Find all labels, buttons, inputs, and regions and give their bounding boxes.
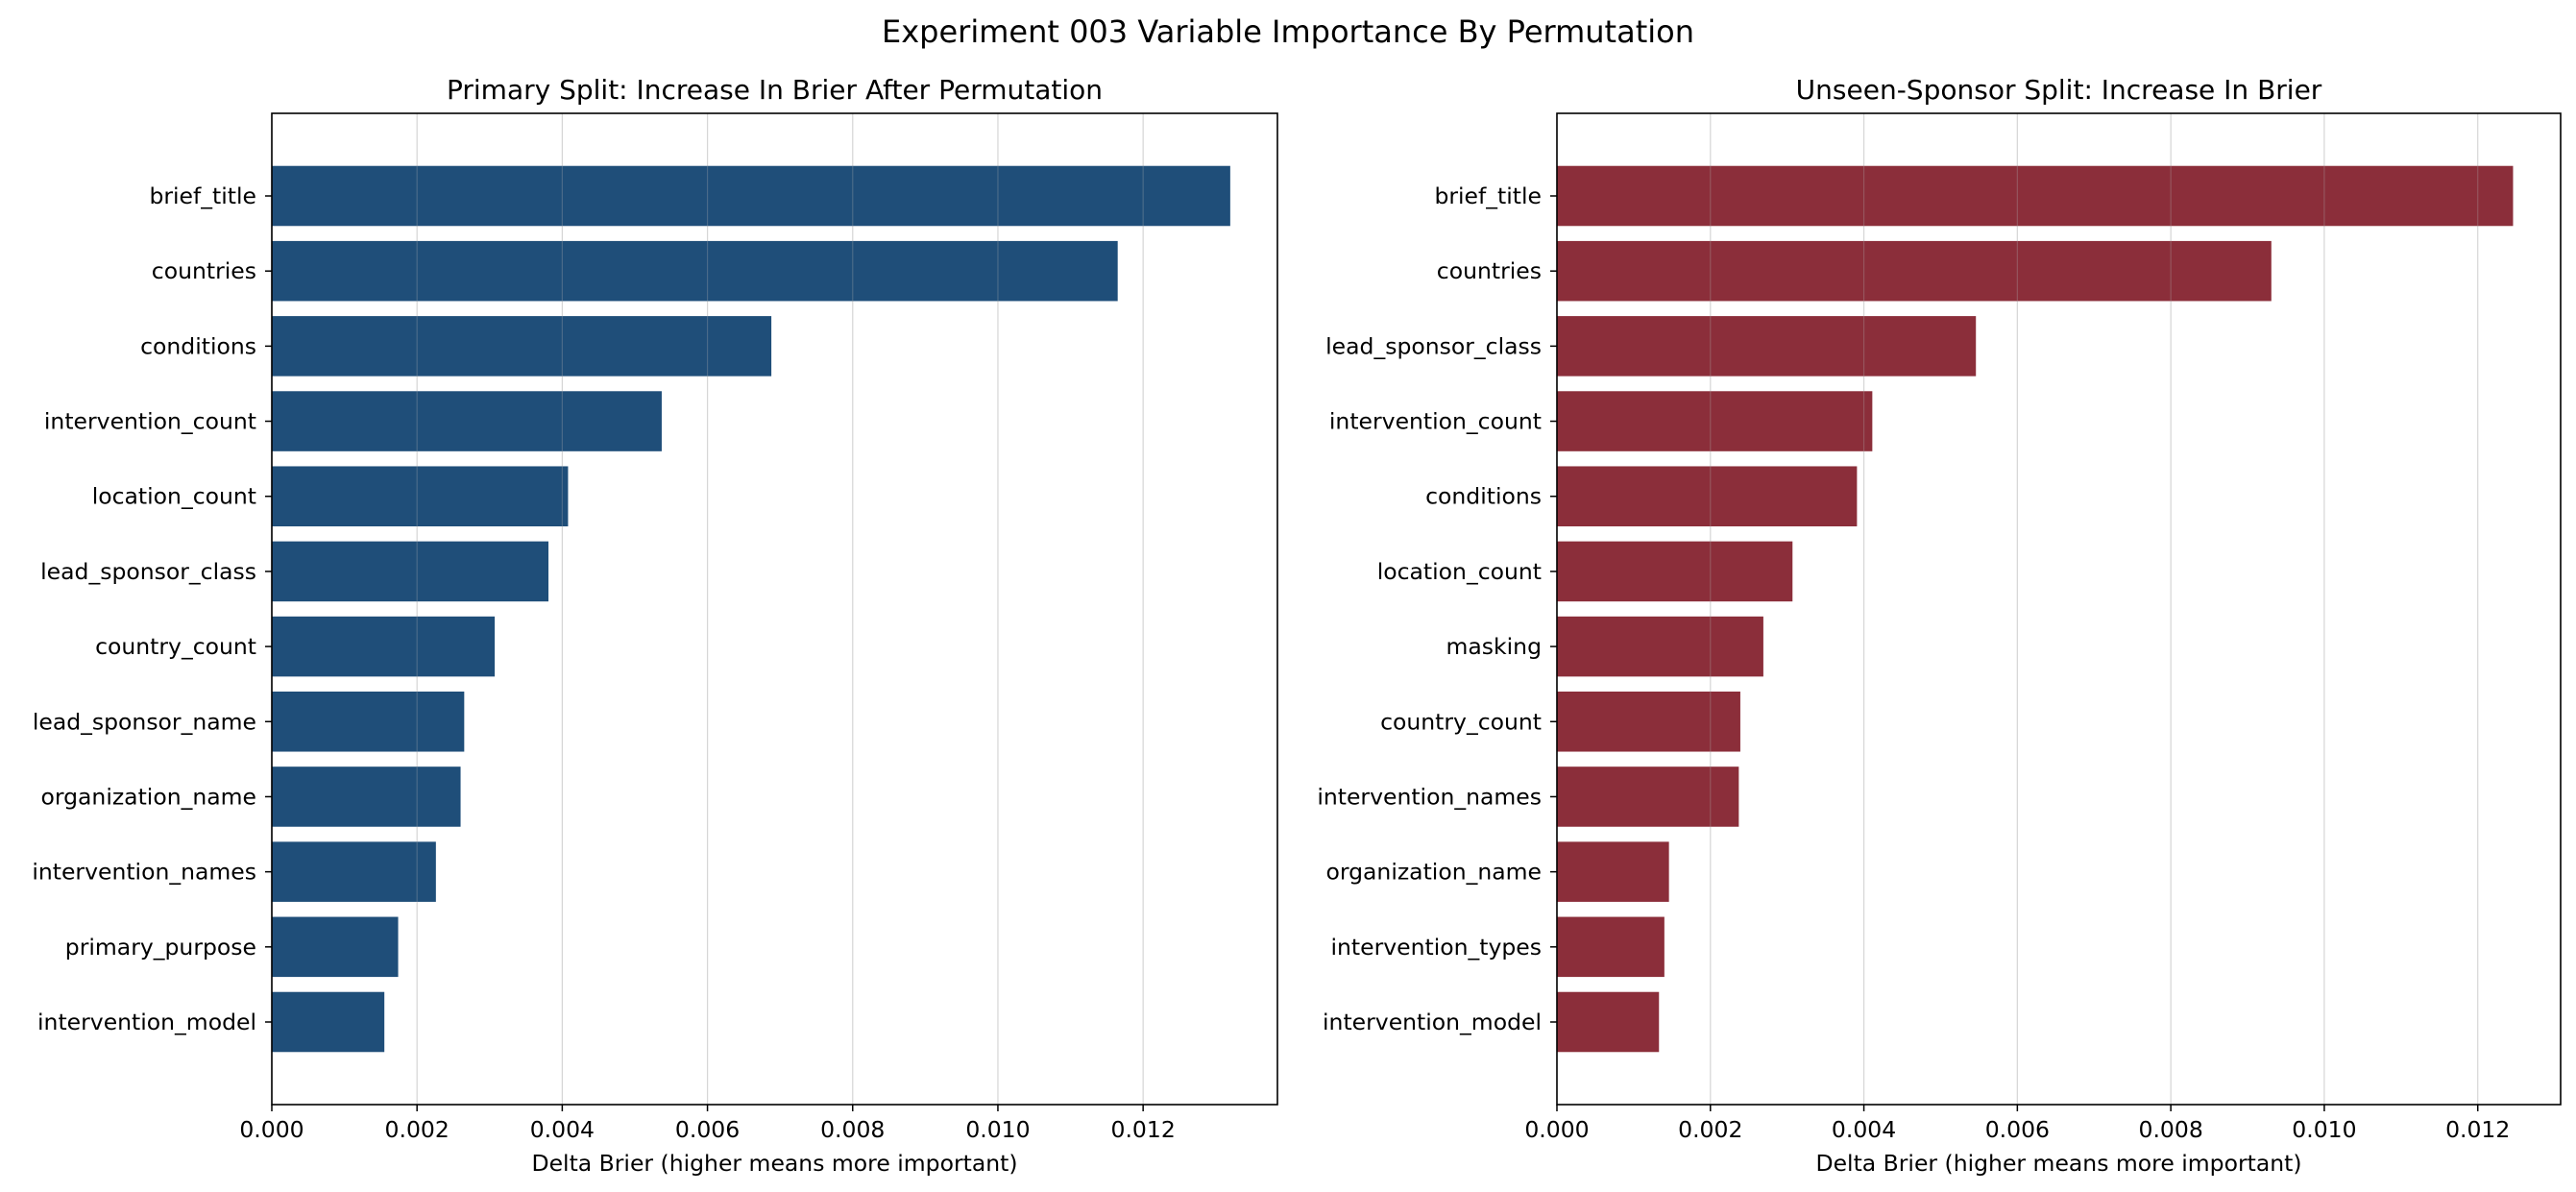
y-tick-label: lead_sponsor_class (1325, 332, 1542, 359)
y-tick-label: intervention_count (1329, 408, 1542, 435)
bar-country-count (1557, 692, 1740, 752)
bar-intervention-names (272, 841, 436, 902)
bar-countries (1557, 240, 2272, 302)
bar-intervention-count (1557, 391, 1873, 451)
x-tick-label: 0.006 (1985, 1116, 2050, 1143)
x-tick-label: 0.006 (675, 1116, 740, 1143)
bar-organization-name (272, 766, 461, 827)
y-tick-label: masking (1446, 633, 1543, 660)
y-tick-label: brief_title (1434, 182, 1542, 209)
bar-conditions (1557, 466, 1858, 526)
bar-country-count (272, 616, 496, 677)
x-tick-label: 0.002 (385, 1116, 450, 1143)
x-tick-label: 0.012 (2445, 1116, 2510, 1143)
y-tick-label: organization_name (1325, 859, 1542, 886)
y-tick-label: brief_title (149, 182, 256, 209)
axes-frame (271, 112, 1278, 1106)
bar-lead-sponsor-class (1557, 316, 1977, 377)
x-tick-label: 0.008 (2139, 1116, 2203, 1143)
y-tick-label: primary_purpose (65, 934, 256, 961)
y-tick-label: intervention_model (37, 1009, 256, 1035)
bar-conditions (272, 316, 772, 377)
bar-brief-title (1557, 165, 2514, 227)
x-tick-label: 0.000 (239, 1116, 304, 1143)
panel-title: Unseen-Sponsor Split: Increase In Brier (1796, 74, 2322, 106)
figure-title: Experiment 003 Variable Importance By Pe… (882, 13, 1694, 50)
y-tick-label: intervention_names (32, 859, 256, 886)
x-tick-label: 0.012 (1111, 1116, 1176, 1143)
x-tick-label: 0.004 (1832, 1116, 1896, 1143)
y-tick-label: lead_sponsor_class (40, 558, 256, 585)
axes-frame (1556, 112, 2562, 1106)
y-tick-label: intervention_types (1330, 934, 1542, 961)
y-tick-label: intervention_names (1317, 783, 1542, 810)
y-tick-label: countries (1437, 257, 1542, 284)
bar-masking (1557, 616, 1763, 677)
x-axis-label: Delta Brier (higher means more important… (531, 1150, 1017, 1177)
bar-brief-title (272, 165, 1230, 227)
bar-intervention-count (272, 391, 662, 451)
y-tick-label: location_count (92, 483, 256, 510)
x-tick-label: 0.008 (820, 1116, 885, 1143)
y-tick-label: countries (152, 257, 256, 284)
y-tick-label: conditions (140, 332, 256, 359)
x-tick-label: 0.004 (530, 1116, 595, 1143)
y-tick-label: lead_sponsor_name (33, 708, 256, 735)
chart-panel-unseen-sponsor-split: Unseen-Sponsor Split: Increase In Brier b… (1317, 74, 2562, 1177)
y-tick-label: country_count (1380, 708, 1542, 735)
x-tick-label: 0.000 (1524, 1116, 1589, 1143)
y-tick-label: intervention_count (44, 408, 256, 435)
y-tick-label: country_count (95, 633, 256, 660)
y-tick-label: intervention_model (1323, 1009, 1542, 1035)
bar-intervention-types (1557, 916, 1665, 978)
bar-intervention-model (1557, 991, 1660, 1053)
bar-location-count (272, 466, 569, 526)
x-axis-label: Delta Brier (higher means more important… (1815, 1150, 2301, 1177)
bar-location-count (1557, 541, 1793, 602)
y-tick-label: location_count (1377, 558, 1542, 585)
x-tick-label: 0.010 (965, 1116, 1030, 1143)
bar-intervention-names (1557, 766, 1739, 827)
bar-intervention-model (272, 991, 385, 1053)
bar-lead-sponsor-class (272, 541, 549, 602)
chart-panel-primary-split: Primary Split: Increase In Brier After P… (32, 74, 1278, 1177)
y-tick-label: conditions (1425, 483, 1542, 510)
bar-organization-name (1557, 841, 1669, 902)
x-tick-label: 0.002 (1678, 1116, 1742, 1143)
panel-title: Primary Split: Increase In Brier After P… (447, 74, 1103, 106)
x-tick-label: 0.010 (2292, 1116, 2356, 1143)
y-tick-label: organization_name (40, 783, 256, 810)
bar-primary-purpose (272, 916, 399, 978)
bar-lead-sponsor-name (272, 692, 465, 752)
bar-countries (272, 240, 1118, 302)
